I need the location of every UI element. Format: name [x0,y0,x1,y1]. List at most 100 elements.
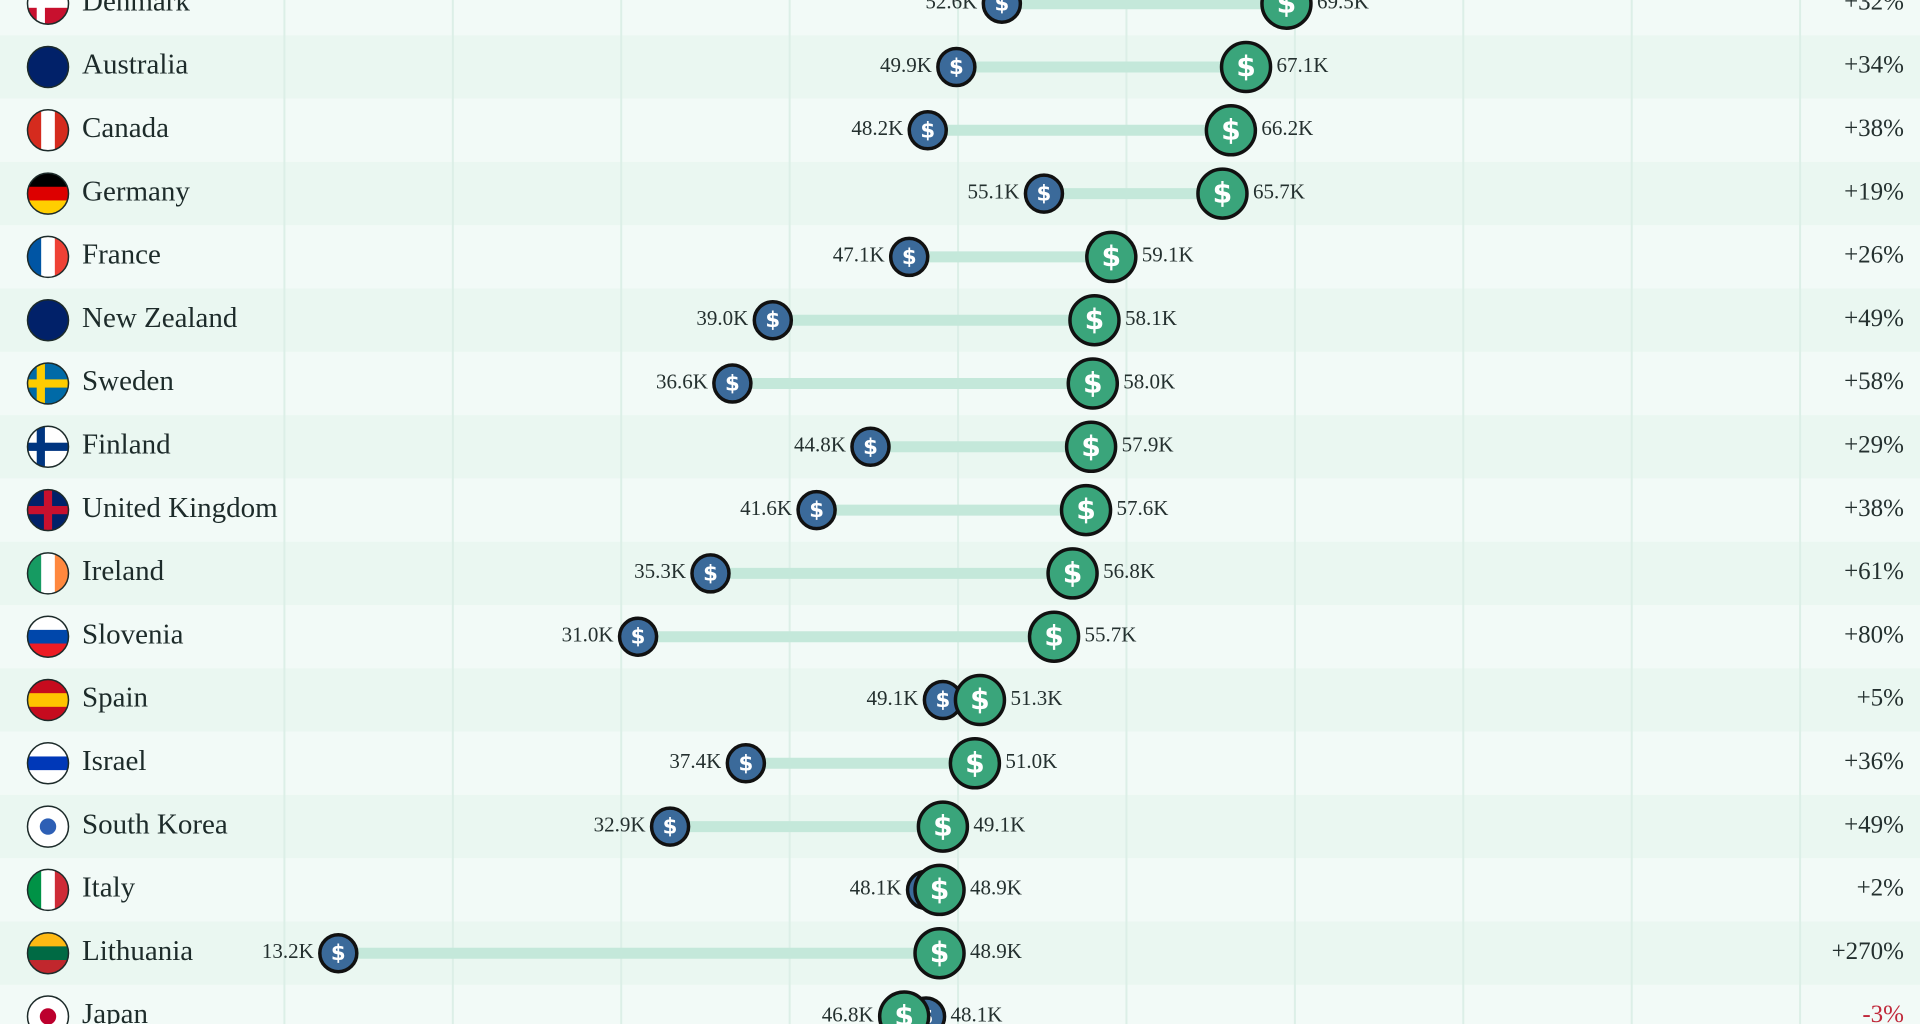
marker [981,0,1023,24]
marker [953,673,1007,727]
marker-symbol: $ [663,815,678,840]
category-label: Ireland [82,555,165,587]
marker-symbol: $ [765,308,780,333]
category-label: Spain [82,682,149,714]
marker [1027,610,1081,663]
flag-icon [27,299,69,341]
marker [1064,420,1118,474]
change-label: +36% [1844,748,1904,775]
flag-outline [26,552,70,595]
change-label: +32% [1844,0,1904,15]
marker-symbol: $ [1102,240,1122,273]
flag-stripe [41,552,56,594]
change-label: +38% [1844,495,1904,522]
value-label: 47.1K [833,243,885,267]
row-band [0,161,1920,226]
flag-outline [26,298,70,342]
marker-symbol: $ [936,688,951,713]
marker [1260,0,1313,30]
value-label: 58.1K [1125,306,1177,330]
flag-cross [27,379,69,388]
marker-symbol: $ [1076,493,1096,526]
value-label: 66.2K [1261,116,1313,140]
flag-outline [26,615,70,658]
change-label: +19% [1844,178,1904,205]
flag-outline [26,45,70,89]
change-label: +49% [1844,305,1904,332]
category-label: Finland [82,428,171,460]
category-label: Germany [82,175,190,207]
category-label: United Kingdom [82,492,278,524]
value-label: 52.6K [925,0,977,14]
value-label: 55.1K [968,179,1020,203]
marker [649,806,691,847]
marker-symbol: $ [863,435,878,460]
marker [725,743,767,784]
change-label: +270% [1832,938,1904,965]
change-label: +2% [1857,875,1904,902]
value-label: 69.5K [1317,0,1369,14]
marker-symbol: $ [1236,50,1256,83]
change-label: +29% [1844,432,1904,459]
value-label: 35.3K [634,559,686,583]
change-label: +5% [1857,685,1904,712]
flag-outline [26,931,70,975]
marker-symbol: $ [725,372,740,397]
marker [916,800,970,853]
flag-stripe [27,629,69,645]
marker-symbol: $ [1213,177,1233,210]
flag-stripe [41,236,56,278]
marker-symbol: $ [738,751,753,776]
flag-icon [27,806,69,848]
value-label: 58.0K [1123,369,1175,393]
value-label: 49.1K [866,686,918,710]
marker-symbol: $ [1081,430,1101,463]
category-label: Australia [82,49,188,81]
marker-symbol: $ [1063,556,1083,589]
flag-cross [36,0,45,25]
value-label: 39.0K [696,306,748,330]
marker-symbol: $ [1085,303,1105,336]
value-label: 32.9K [594,812,646,836]
flag-outline [26,362,70,405]
marker [1196,167,1249,220]
value-label: 59.1K [1142,243,1194,267]
category-label: South Korea [82,808,228,840]
marker [712,363,753,404]
flag-icon [27,363,69,404]
marker [690,553,731,594]
value-label: 37.4K [669,749,721,773]
value-label: 51.0K [1005,749,1057,773]
marker [796,489,837,531]
marker [752,299,794,341]
category-label: Lithuania [82,935,193,967]
flag-stripe [27,756,69,771]
marker-symbol: $ [1277,0,1297,20]
marker [1023,173,1065,214]
flag-outline [26,678,70,722]
flag-outline [26,425,70,469]
change-label: +34% [1844,52,1904,79]
value-label: 65.7K [1253,179,1305,203]
marker [318,932,359,974]
change-label: -3% [1862,1001,1904,1024]
flag-dot [39,818,57,835]
value-label: 13.2K [262,939,314,963]
category-label: Denmark [82,0,190,17]
category-label: Japan [82,998,149,1024]
value-label: 55.7K [1085,623,1137,647]
marker-symbol: $ [703,561,718,586]
flag-stripe [27,946,69,961]
flag-outline [26,995,70,1024]
marker-symbol: $ [930,873,950,906]
marker [617,616,659,657]
marker [1059,483,1113,537]
flag-icon [27,489,69,531]
value-label: 49.9K [880,53,932,77]
marker [877,990,931,1024]
change-label: +38% [1844,115,1904,142]
marker [1068,293,1121,347]
category-label: New Zealand [82,302,238,334]
